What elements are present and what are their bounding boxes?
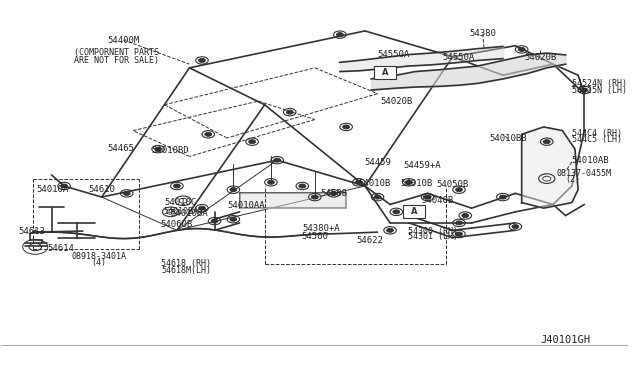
Circle shape xyxy=(211,219,218,223)
Polygon shape xyxy=(239,193,346,208)
Circle shape xyxy=(499,195,506,199)
Circle shape xyxy=(268,180,275,185)
Text: 544C4 (RH): 544C4 (RH) xyxy=(572,129,622,138)
Text: (2): (2) xyxy=(566,175,580,184)
Circle shape xyxy=(355,180,362,185)
Text: 54524N (RH): 54524N (RH) xyxy=(572,79,627,88)
Text: 54010AB: 54010AB xyxy=(572,155,609,165)
Text: 54380: 54380 xyxy=(469,29,496,38)
Text: (4): (4) xyxy=(91,258,106,267)
Circle shape xyxy=(387,228,394,232)
Circle shape xyxy=(198,58,205,62)
Circle shape xyxy=(456,221,463,225)
Circle shape xyxy=(462,214,468,218)
Text: 54010BA: 54010BA xyxy=(164,207,199,217)
Circle shape xyxy=(456,232,463,236)
Circle shape xyxy=(518,47,525,51)
Text: 54020B: 54020B xyxy=(524,53,557,62)
Text: 54300 (RH): 54300 (RH) xyxy=(408,227,458,235)
Text: A: A xyxy=(382,68,388,77)
Bar xyxy=(403,205,425,218)
Circle shape xyxy=(393,210,400,214)
Circle shape xyxy=(456,187,463,192)
Text: J40101GH: J40101GH xyxy=(541,335,591,345)
Text: 54614: 54614 xyxy=(47,244,74,253)
Text: A: A xyxy=(411,207,417,217)
Text: 54020B: 54020B xyxy=(380,97,412,106)
Circle shape xyxy=(61,184,68,188)
Circle shape xyxy=(512,225,519,229)
Text: 54010BD: 54010BD xyxy=(152,147,189,155)
Circle shape xyxy=(312,195,318,199)
Text: 54618M(LH): 54618M(LH) xyxy=(161,266,211,275)
Text: 544C5 (LH): 544C5 (LH) xyxy=(572,135,622,144)
Circle shape xyxy=(205,132,212,137)
Circle shape xyxy=(286,110,293,114)
Circle shape xyxy=(337,33,343,37)
Text: 54550A: 54550A xyxy=(443,53,475,62)
Text: 54525N (LH): 54525N (LH) xyxy=(572,86,627,94)
Text: 54465: 54465 xyxy=(107,144,134,153)
Text: 08918-3401A: 08918-3401A xyxy=(71,252,126,262)
Circle shape xyxy=(299,184,306,188)
Text: 54010BA: 54010BA xyxy=(171,209,208,218)
Text: 54010B: 54010B xyxy=(401,179,433,187)
Circle shape xyxy=(342,125,349,129)
Text: 54010AA: 54010AA xyxy=(227,201,265,210)
Circle shape xyxy=(581,88,588,92)
Text: 08137-0455M: 08137-0455M xyxy=(556,169,611,177)
Text: 54618 (RH): 54618 (RH) xyxy=(161,259,211,268)
Text: 54010BB: 54010BB xyxy=(489,134,527,142)
Circle shape xyxy=(330,191,337,195)
Polygon shape xyxy=(522,127,578,208)
Bar xyxy=(374,65,396,79)
Text: 54040B: 54040B xyxy=(421,196,453,205)
Circle shape xyxy=(374,195,381,199)
Circle shape xyxy=(274,158,281,162)
Text: 54560: 54560 xyxy=(301,232,328,241)
Text: 54459: 54459 xyxy=(364,157,391,167)
Circle shape xyxy=(124,191,130,195)
Text: 54301 (LH): 54301 (LH) xyxy=(408,232,458,241)
Text: (COMPORNENT PARTS: (COMPORNENT PARTS xyxy=(74,48,159,57)
Circle shape xyxy=(155,147,161,151)
Text: 54613: 54613 xyxy=(18,227,45,235)
Text: ARE NOT FOR SALE): ARE NOT FOR SALE) xyxy=(74,56,159,65)
Text: 54459+A: 54459+A xyxy=(404,161,442,170)
Text: 54010B: 54010B xyxy=(358,179,390,187)
Text: 54060B: 54060B xyxy=(161,220,193,229)
Circle shape xyxy=(543,140,550,144)
Circle shape xyxy=(249,140,255,144)
Text: 54380+A: 54380+A xyxy=(302,224,340,233)
Text: 54400M: 54400M xyxy=(108,36,140,45)
Text: 54588: 54588 xyxy=(320,189,347,198)
Circle shape xyxy=(198,206,205,210)
Circle shape xyxy=(230,217,237,221)
Text: 54010A: 54010A xyxy=(36,185,69,194)
Text: 54610: 54610 xyxy=(88,185,115,194)
Circle shape xyxy=(230,187,237,192)
Circle shape xyxy=(173,184,180,188)
Circle shape xyxy=(405,180,412,185)
Text: 54050B: 54050B xyxy=(436,180,469,189)
Circle shape xyxy=(424,195,431,199)
Text: 54010C: 54010C xyxy=(164,198,196,207)
Text: 54622: 54622 xyxy=(356,236,383,245)
Text: 54550A: 54550A xyxy=(377,51,410,60)
